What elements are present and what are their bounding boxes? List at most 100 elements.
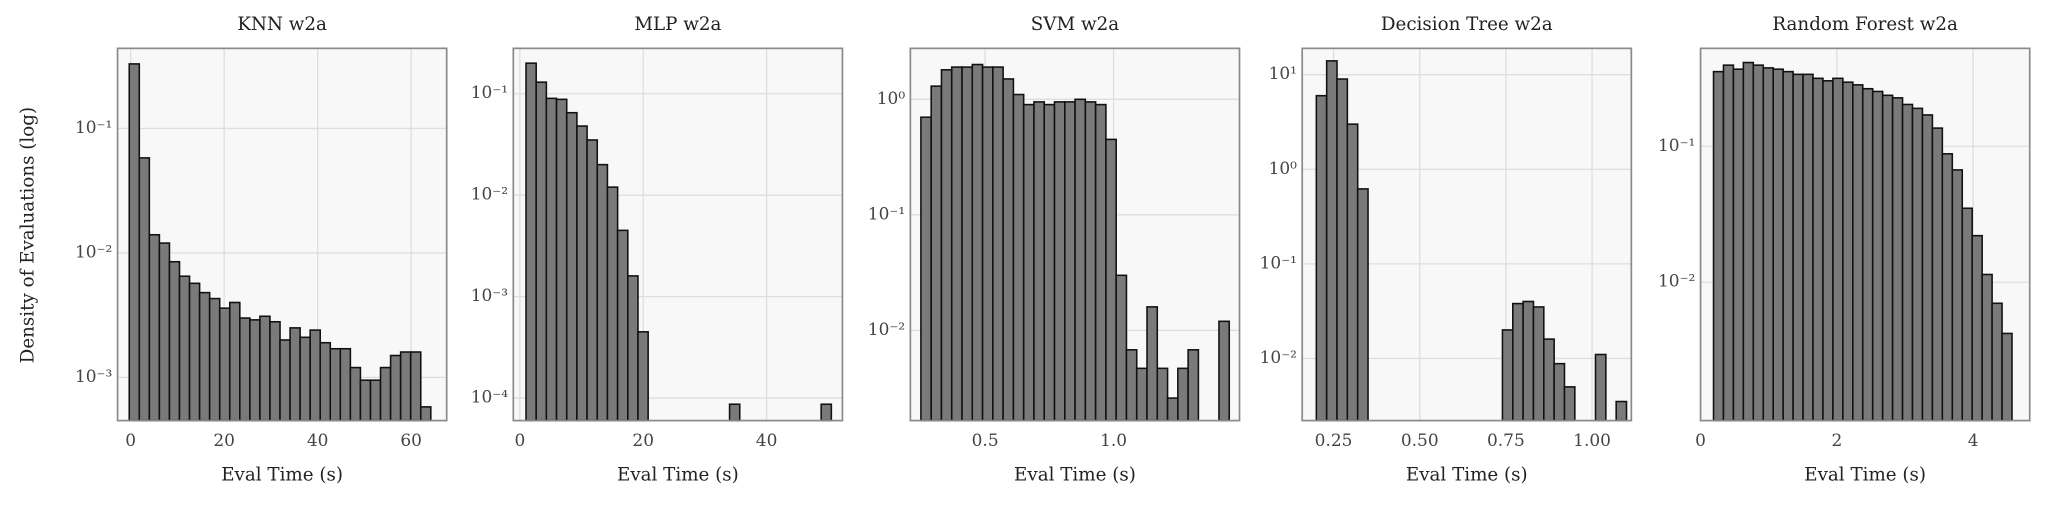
plot-frame bbox=[1699, 47, 2031, 422]
y-tick-label: 10¹ bbox=[1269, 64, 1297, 84]
x-axis-label: Eval Time (s) bbox=[1406, 464, 1528, 485]
bar bbox=[1941, 153, 1954, 422]
bar bbox=[218, 307, 231, 422]
bar bbox=[961, 66, 974, 422]
bar bbox=[1346, 123, 1359, 422]
y-tick-label: 10⁻¹ bbox=[471, 83, 508, 103]
bar bbox=[208, 297, 221, 422]
bar bbox=[349, 366, 362, 422]
bar bbox=[545, 97, 558, 422]
y-tick-label: 10⁰ bbox=[1269, 159, 1298, 179]
x-tick-label: 0.75 bbox=[1487, 431, 1525, 451]
bar bbox=[1105, 138, 1117, 422]
y-tick-label: 10⁻⁴ bbox=[471, 388, 509, 408]
bar bbox=[168, 260, 181, 422]
bar bbox=[1991, 302, 2003, 422]
bar bbox=[1336, 78, 1349, 422]
bar bbox=[596, 163, 609, 422]
bar bbox=[279, 339, 291, 422]
bar bbox=[1752, 64, 1765, 422]
bar bbox=[409, 351, 422, 422]
y-tick-label: 10⁻¹ bbox=[868, 204, 905, 224]
y-tick-label: 10⁻² bbox=[868, 320, 905, 340]
x-tick-label: 40 bbox=[307, 431, 329, 451]
bar bbox=[1931, 127, 1944, 422]
bar bbox=[1012, 93, 1025, 422]
bar bbox=[950, 66, 963, 422]
bar bbox=[940, 69, 953, 422]
bar bbox=[1094, 103, 1107, 422]
bar bbox=[1802, 73, 1814, 422]
bar bbox=[1921, 114, 1934, 422]
bar bbox=[1981, 273, 1993, 422]
bar bbox=[1156, 367, 1169, 422]
x-axis-label: Eval Time (s) bbox=[1804, 464, 1926, 485]
bar bbox=[971, 63, 984, 422]
bar bbox=[1125, 349, 1138, 422]
bar bbox=[576, 125, 588, 422]
bar bbox=[1166, 397, 1179, 422]
bar bbox=[565, 111, 578, 422]
bar bbox=[1553, 362, 1566, 422]
bar bbox=[1832, 77, 1844, 422]
bar bbox=[920, 116, 932, 422]
x-tick-label: 4 bbox=[1968, 431, 1979, 451]
x-tick-label: 0.50 bbox=[1401, 431, 1439, 451]
bar bbox=[1064, 101, 1076, 422]
bar bbox=[1615, 400, 1628, 422]
bar bbox=[1532, 306, 1545, 422]
bar bbox=[1891, 97, 1904, 422]
bar bbox=[128, 63, 141, 422]
x-tick-label: 0 bbox=[1695, 431, 1706, 451]
bar bbox=[1043, 103, 1056, 422]
bar bbox=[1187, 349, 1200, 422]
bar bbox=[228, 301, 241, 422]
y-tick-label: 10⁻² bbox=[1658, 272, 1695, 292]
bar bbox=[158, 242, 171, 422]
bar bbox=[269, 320, 281, 422]
panel-title: Decision Tree w2a bbox=[1381, 14, 1553, 35]
bar bbox=[1852, 84, 1864, 422]
bar bbox=[1772, 68, 1784, 422]
bar bbox=[299, 336, 311, 422]
y-tick-label: 10⁻³ bbox=[75, 367, 112, 387]
bar bbox=[2001, 332, 2013, 422]
bar bbox=[1522, 300, 1535, 422]
bar bbox=[1501, 329, 1514, 422]
bar bbox=[1084, 101, 1097, 422]
bar bbox=[981, 66, 994, 422]
bar bbox=[239, 317, 251, 422]
plot-frame bbox=[1301, 47, 1633, 422]
bar bbox=[1594, 353, 1607, 422]
bar bbox=[1881, 94, 1894, 422]
bar bbox=[586, 139, 599, 422]
x-tick-label: 20 bbox=[632, 431, 654, 451]
bar bbox=[1218, 320, 1231, 422]
bar bbox=[1971, 234, 1983, 422]
bar bbox=[1961, 207, 1973, 422]
x-axis-label: Eval Time (s) bbox=[1014, 464, 1136, 485]
bar bbox=[138, 157, 151, 422]
bar bbox=[1356, 188, 1369, 422]
bar bbox=[1022, 103, 1035, 422]
bar bbox=[1871, 90, 1884, 422]
bar bbox=[1033, 101, 1046, 422]
bar bbox=[930, 85, 943, 422]
bar bbox=[1951, 169, 1964, 422]
x-tick-label: 60 bbox=[400, 431, 422, 451]
x-tick-label: 0.25 bbox=[1315, 431, 1353, 451]
bar bbox=[627, 275, 639, 422]
bar bbox=[1911, 107, 1924, 422]
x-axis-label: Eval Time (s) bbox=[617, 464, 739, 485]
bar bbox=[389, 354, 402, 422]
bar bbox=[249, 319, 261, 422]
bar bbox=[637, 331, 649, 422]
bar bbox=[339, 347, 352, 422]
bar bbox=[1742, 61, 1755, 422]
bar bbox=[178, 275, 191, 422]
bar bbox=[329, 347, 342, 422]
plot-frame bbox=[909, 47, 1241, 422]
y-tick-label: 10⁻¹ bbox=[75, 118, 112, 138]
x-tick-label: 2 bbox=[1831, 431, 1842, 451]
